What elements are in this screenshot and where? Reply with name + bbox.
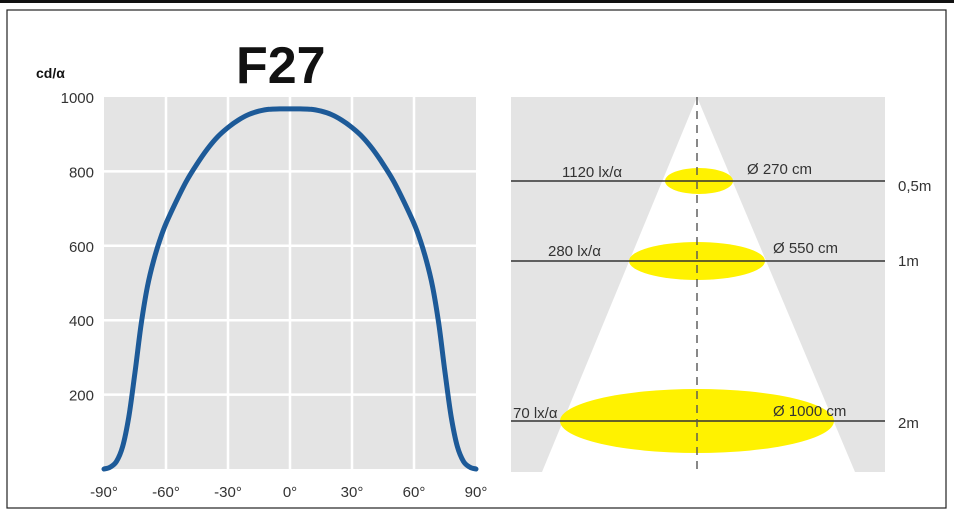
y-tick-label: 600	[69, 239, 94, 256]
y-tick-labels: 1000 800 600 400 200	[61, 90, 94, 405]
diameter-label-2m: Ø 1000 cm	[773, 403, 846, 420]
luminous-intensity-chart: F27 cd/α 1000 800 600 400 200 -90° -60° -30° 0°…	[36, 37, 487, 501]
x-tick-label: 30°	[341, 484, 364, 501]
illuminance-label-0-5m: 1120 lx/α	[562, 164, 622, 181]
y-axis-unit-label: cd/α	[36, 65, 65, 81]
x-tick-label: 90°	[465, 484, 488, 501]
series-line	[101, 106, 479, 472]
illuminance-label-1m: 280 lx/α	[548, 243, 601, 260]
x-tick-labels: -90° -60° -30° 0° 30° 60° 90°	[90, 484, 487, 501]
x-tick-label: -60°	[152, 484, 180, 501]
distance-label-2m: 2m	[898, 415, 919, 432]
x-tick-label: -90°	[90, 484, 118, 501]
y-tick-label: 1000	[61, 90, 94, 107]
x-tick-label: 60°	[403, 484, 426, 501]
beam-cone	[542, 97, 855, 472]
illuminance-label-2m: 70 lx/α	[513, 405, 558, 422]
diameter-label-1m: Ø 550 cm	[773, 240, 838, 257]
horizontal-gridlines	[104, 170, 476, 396]
x-tick-label: -30°	[214, 484, 242, 501]
y-tick-label: 400	[69, 313, 94, 330]
vertical-gridlines	[164, 97, 416, 469]
chart-title: F27	[236, 37, 326, 95]
beam-cone-diagram: 1120 lx/α Ø 270 cm 0,5m 280 lx/α Ø 550 c…	[511, 97, 931, 472]
x-tick-label: 0°	[283, 484, 297, 501]
diameter-label-0-5m: Ø 270 cm	[747, 161, 812, 178]
distance-label-1m: 1m	[898, 253, 919, 270]
y-tick-label: 200	[69, 388, 94, 405]
top-border	[0, 0, 954, 3]
figure-border	[6, 9, 947, 509]
distance-label-0-5m: 0,5m	[898, 178, 931, 195]
y-tick-label: 800	[69, 164, 94, 181]
